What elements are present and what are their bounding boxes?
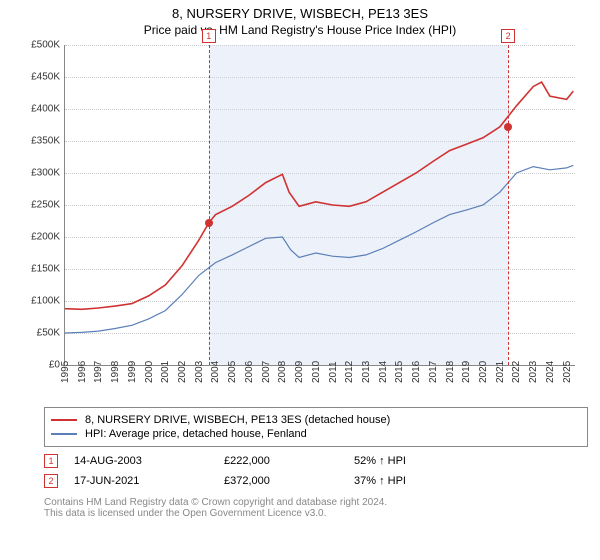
x-tick-label: 2011 (328, 361, 339, 383)
x-tick-label: 2002 (177, 361, 188, 383)
chart-container: 8, NURSERY DRIVE, WISBECH, PE13 3ES Pric… (0, 0, 600, 527)
series-line-property (65, 82, 573, 309)
x-tick-label: 2008 (277, 361, 288, 383)
x-tick-label: 2004 (210, 361, 221, 383)
x-tick-label: 2001 (160, 361, 171, 383)
sale-marker-index: 1 (202, 29, 216, 43)
plot-box: £0 £50K £100K £150K £200K £250K £300K £350K £400… (20, 41, 580, 401)
sale-price: £222,000 (224, 455, 354, 467)
x-tick-label: 1996 (77, 361, 88, 383)
y-tick-label: £100K (20, 296, 60, 307)
x-tick-label: 2024 (545, 361, 556, 383)
legend-swatch (51, 419, 77, 421)
y-tick-label: £400K (20, 104, 60, 115)
legend-item: 8, NURSERY DRIVE, WISBECH, PE13 3ES (det… (51, 414, 581, 426)
x-tick-label: 2006 (244, 361, 255, 383)
sale-marker-index: 2 (501, 29, 515, 43)
x-tick-label: 2003 (194, 361, 205, 383)
sale-marker-icon: 2 (44, 474, 58, 488)
legend-label: 8, NURSERY DRIVE, WISBECH, PE13 3ES (det… (85, 414, 390, 426)
x-tick-label: 2014 (378, 361, 389, 383)
x-tick-label: 2015 (394, 361, 405, 383)
x-tick-label: 2009 (294, 361, 305, 383)
x-tick-label: 1995 (60, 361, 71, 383)
x-tick-label: 1997 (93, 361, 104, 383)
footer-note: Contains HM Land Registry data © Crown c… (44, 497, 588, 519)
x-tick-label: 2025 (562, 361, 573, 383)
legend-item: HPI: Average price, detached house, Fenl… (51, 428, 581, 440)
x-tick-label: 1999 (127, 361, 138, 383)
x-tick-label: 2017 (428, 361, 439, 383)
x-tick-label: 2022 (511, 361, 522, 383)
footer-line: This data is licensed under the Open Gov… (44, 508, 588, 519)
sale-date: 17-JUN-2021 (74, 475, 224, 487)
sale-price: £372,000 (224, 475, 354, 487)
footer-line: Contains HM Land Registry data © Crown c… (44, 497, 588, 508)
x-tick-label: 2016 (411, 361, 422, 383)
y-tick-label: £450K (20, 72, 60, 83)
y-tick-label: £200K (20, 232, 60, 243)
sale-dot (504, 123, 512, 131)
y-tick-label: £350K (20, 136, 60, 147)
x-tick-label: 2010 (311, 361, 322, 383)
y-tick-label: £150K (20, 264, 60, 275)
x-tick-label: 1998 (110, 361, 121, 383)
legend-swatch (51, 433, 77, 435)
sales-table: 1 14-AUG-2003 £222,000 52% ↑ HPI 2 17-JU… (44, 451, 588, 491)
y-tick-label: £300K (20, 168, 60, 179)
sale-marker-icon: 1 (44, 454, 58, 468)
x-tick-label: 2021 (495, 361, 506, 383)
legend-label: HPI: Average price, detached house, Fenl… (85, 428, 307, 440)
sale-date: 14-AUG-2003 (74, 455, 224, 467)
sale-row: 1 14-AUG-2003 £222,000 52% ↑ HPI (44, 451, 588, 471)
legend: 8, NURSERY DRIVE, WISBECH, PE13 3ES (det… (44, 407, 588, 447)
chart-title: 8, NURSERY DRIVE, WISBECH, PE13 3ES (8, 6, 592, 21)
sale-delta: 52% ↑ HPI (354, 455, 484, 467)
plot-area: 12 (64, 45, 575, 366)
x-tick-label: 2000 (144, 361, 155, 383)
y-tick-label: £0 (20, 360, 60, 371)
series-line-hpi (65, 165, 573, 333)
x-tick-label: 2013 (361, 361, 372, 383)
x-tick-label: 2023 (528, 361, 539, 383)
x-tick-label: 2020 (478, 361, 489, 383)
sale-marker-line (209, 45, 210, 365)
sale-row: 2 17-JUN-2021 £372,000 37% ↑ HPI (44, 471, 588, 491)
line-series-svg (65, 45, 575, 365)
x-tick-label: 2018 (445, 361, 456, 383)
sale-marker-line (508, 45, 509, 365)
x-tick-label: 2019 (461, 361, 472, 383)
sale-delta: 37% ↑ HPI (354, 475, 484, 487)
x-tick-label: 2012 (344, 361, 355, 383)
x-tick-label: 2005 (227, 361, 238, 383)
y-tick-label: £500K (20, 40, 60, 51)
sale-dot (205, 219, 213, 227)
x-tick-label: 2007 (261, 361, 272, 383)
y-tick-label: £250K (20, 200, 60, 211)
y-tick-label: £50K (20, 328, 60, 339)
